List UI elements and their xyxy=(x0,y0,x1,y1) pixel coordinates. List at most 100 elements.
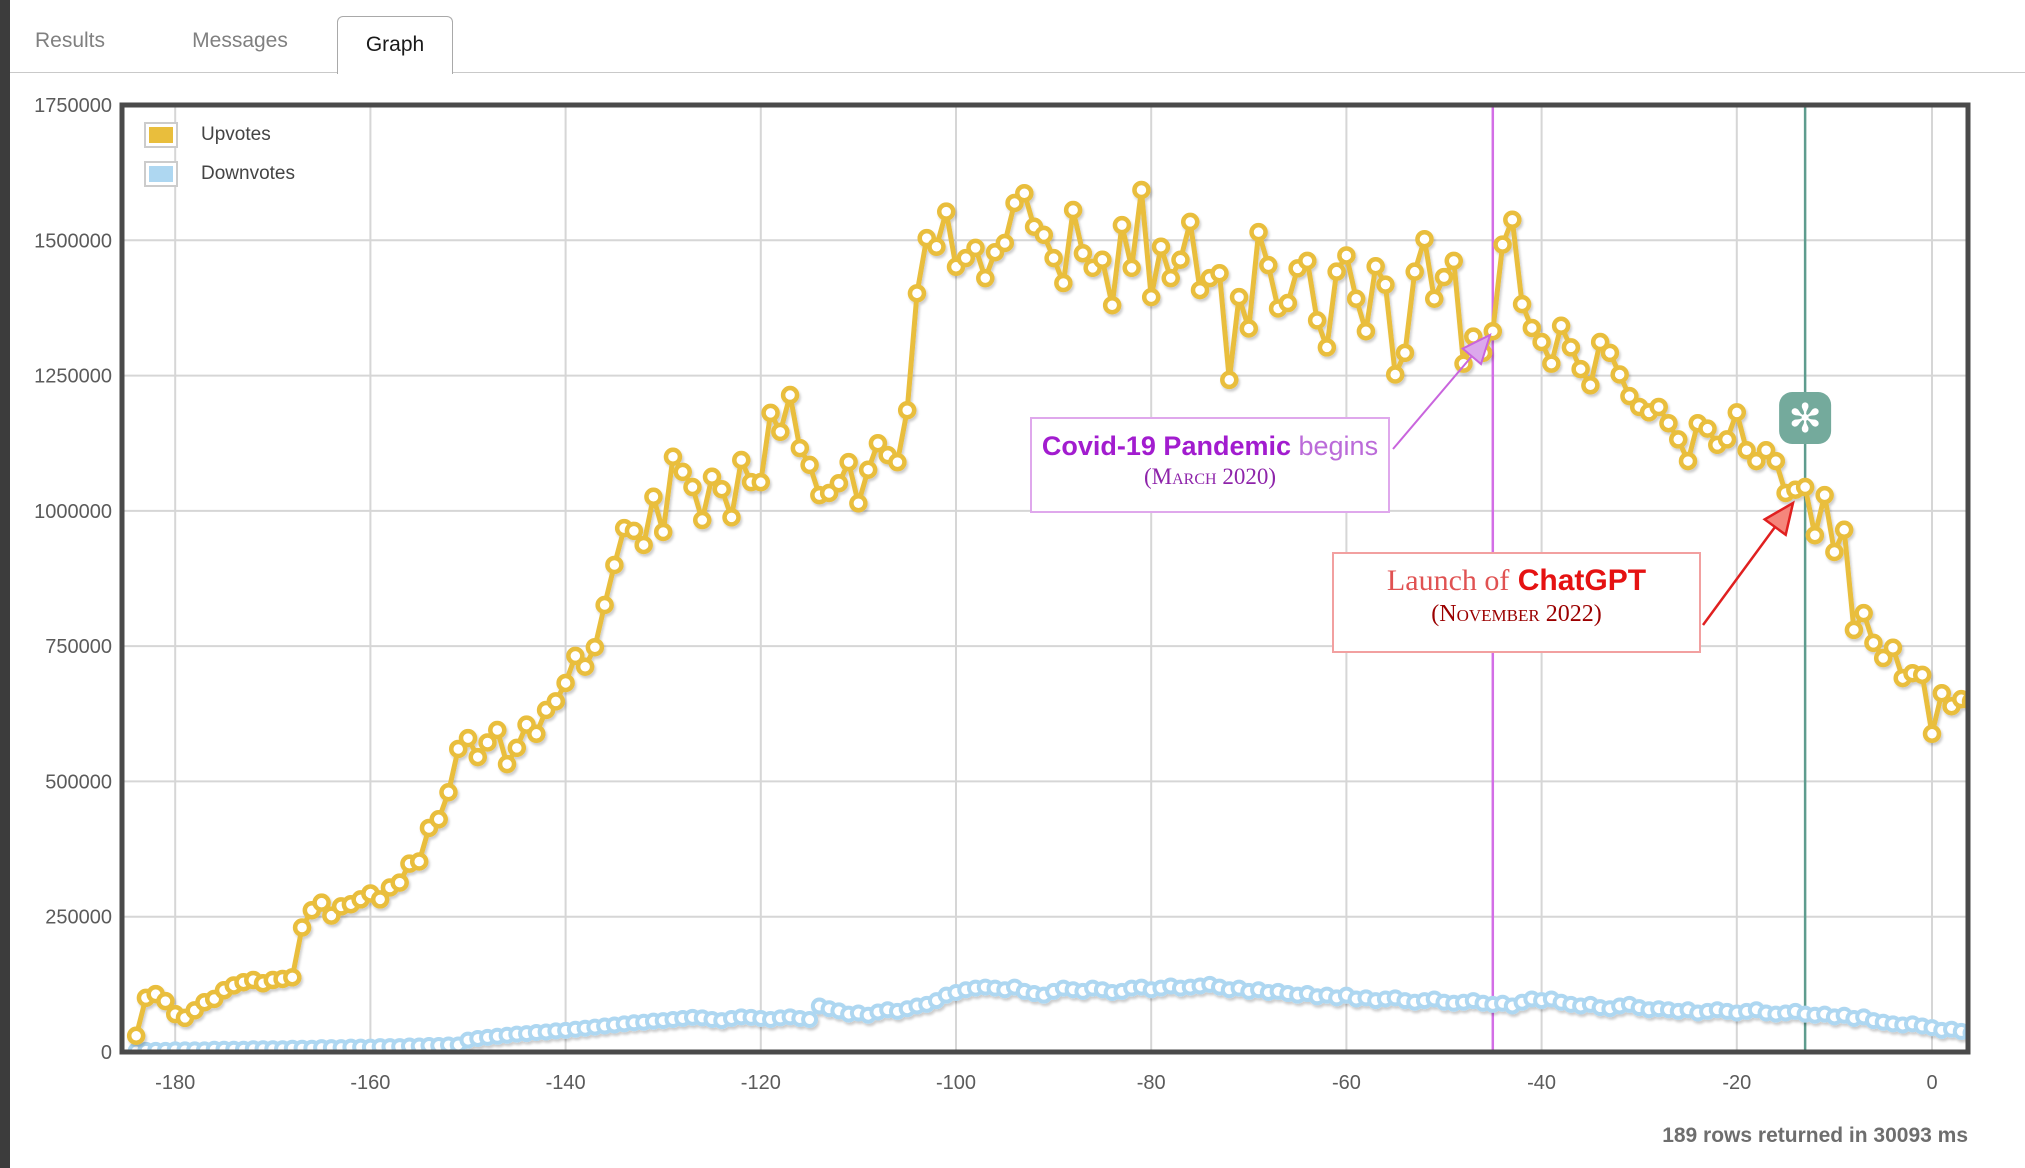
data-point xyxy=(1171,250,1190,270)
data-point xyxy=(751,472,771,492)
data-point xyxy=(1854,603,1873,623)
data-point xyxy=(1551,316,1571,336)
data-point xyxy=(897,400,917,420)
data-point xyxy=(1717,430,1737,449)
chatgpt-annotation-box: Launch of ChatGPT (November 2022) xyxy=(1332,552,1701,653)
data-point xyxy=(780,385,800,405)
data-point xyxy=(800,455,819,475)
data-point xyxy=(1844,620,1864,640)
upvotes-swatch xyxy=(144,122,178,148)
data-point xyxy=(1405,262,1424,281)
data-point xyxy=(527,724,546,744)
data-point xyxy=(1678,451,1698,471)
data-point xyxy=(1571,359,1590,379)
data-point xyxy=(1356,321,1376,341)
data-point xyxy=(936,202,956,221)
data-point xyxy=(1444,251,1464,271)
data-point xyxy=(790,438,810,458)
legend-item-downvotes: Downvotes xyxy=(144,161,295,187)
x-axis-tick-label: -80 xyxy=(1137,1072,1166,1094)
data-point xyxy=(839,452,858,472)
x-axis-tick-label: -180 xyxy=(155,1072,195,1094)
legend-label: Downvotes xyxy=(201,163,295,184)
data-point xyxy=(1385,365,1405,384)
y-axis-tick-label: 0 xyxy=(101,1042,112,1064)
data-point xyxy=(1590,332,1610,352)
data-point xyxy=(1307,311,1327,330)
tab-graph[interactable]: Graph xyxy=(337,16,453,74)
y-axis-tick-label: 500000 xyxy=(45,771,112,793)
data-point xyxy=(1298,251,1317,271)
x-axis-tick-label: -160 xyxy=(350,1072,390,1094)
data-point xyxy=(1922,724,1942,744)
data-point xyxy=(1180,212,1200,232)
tab-messages[interactable]: Messages xyxy=(192,29,288,52)
data-point xyxy=(1161,268,1180,288)
data-point xyxy=(907,284,927,303)
data-point xyxy=(448,739,468,759)
chatgpt-annotation-title: Launch of ChatGPT xyxy=(1386,564,1647,597)
data-point xyxy=(673,462,692,482)
data-point xyxy=(634,535,653,555)
data-point xyxy=(478,733,497,752)
data-point xyxy=(1073,244,1093,263)
data-point xyxy=(1659,413,1678,433)
data-point xyxy=(488,720,507,740)
data-point xyxy=(1766,451,1786,471)
data-point xyxy=(390,873,409,892)
data-point xyxy=(858,460,878,479)
data-point xyxy=(1737,440,1756,460)
query-status-text: 189 rows returned in 30093 ms xyxy=(1662,1124,1968,1147)
data-point xyxy=(712,479,732,499)
data-point xyxy=(556,673,575,693)
x-axis-tick-label: -40 xyxy=(1527,1072,1556,1094)
y-axis-tick-label: 1500000 xyxy=(34,230,112,252)
data-point xyxy=(546,692,566,711)
chatgpt-annotation-subtitle: (November 2022) xyxy=(1431,601,1602,627)
y-axis-tick-label: 1750000 xyxy=(34,95,112,117)
data-point xyxy=(1278,293,1298,313)
data-point xyxy=(1503,210,1522,229)
covid-annotation-subtitle: (March 2020) xyxy=(1144,464,1276,489)
data-point xyxy=(849,494,868,513)
data-point xyxy=(1620,386,1639,406)
data-point xyxy=(312,893,331,912)
y-axis-tick-label: 750000 xyxy=(45,636,112,658)
annotation-arrows xyxy=(1392,333,1795,626)
data-point xyxy=(1932,683,1952,703)
data-point xyxy=(1434,267,1454,287)
data-point xyxy=(370,890,390,909)
data-point xyxy=(702,467,722,487)
x-axis-tick-label: -120 xyxy=(741,1072,781,1094)
data-point xyxy=(1093,250,1112,270)
data-point xyxy=(1102,295,1122,315)
y-axis-tick-label: 250000 xyxy=(45,907,112,929)
data-point xyxy=(1229,287,1249,307)
tab-results[interactable]: Results xyxy=(34,29,106,52)
data-point xyxy=(1415,229,1434,249)
data-point xyxy=(585,637,605,657)
data-point xyxy=(595,595,614,615)
data-point xyxy=(1337,246,1356,265)
data-point xyxy=(1493,235,1512,254)
tabstrip-divider xyxy=(10,72,2025,73)
data-point xyxy=(566,646,585,666)
data-point xyxy=(409,852,429,871)
data-point xyxy=(966,238,985,258)
data-point xyxy=(156,991,175,1011)
data-point xyxy=(868,433,888,453)
downvotes-swatch xyxy=(144,161,178,187)
data-point xyxy=(1610,365,1629,384)
downvotes-series xyxy=(127,975,1968,1052)
data-point xyxy=(605,555,624,575)
x-axis-tick-label: -60 xyxy=(1332,1072,1361,1094)
data-point xyxy=(1054,273,1073,293)
data-point xyxy=(1864,633,1883,653)
x-axis-tick-label: 0 xyxy=(1926,1072,1937,1094)
data-point xyxy=(507,738,527,758)
data-point xyxy=(1834,520,1854,540)
data-point xyxy=(995,233,1015,253)
data-point xyxy=(1220,370,1239,390)
data-point xyxy=(761,403,780,423)
legend-item-upvotes: Upvotes xyxy=(144,122,295,148)
